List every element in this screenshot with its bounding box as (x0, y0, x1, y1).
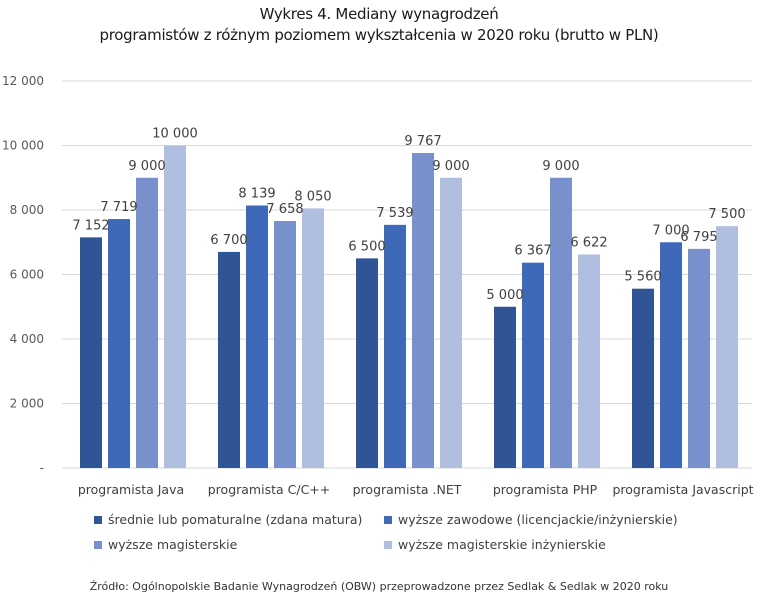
y-tick-label: 12 000 (2, 74, 44, 88)
legend-item: średnie lub pomaturalne (zdana matura) (94, 512, 362, 527)
data-label: 9 000 (128, 159, 165, 174)
bar (688, 248, 710, 468)
data-label: 7 719 (100, 200, 137, 215)
chart-source: Źródło: Ogólnopolskie Badanie Wynagrodze… (89, 580, 669, 593)
data-label: 10 000 (152, 127, 198, 142)
legend-swatch (384, 515, 392, 524)
data-label: 7 539 (376, 206, 413, 221)
chart-title-line2: programistów z różnym poziomem wykształc… (99, 26, 659, 44)
legend-label: wyższe magisterskie inżynierskie (398, 537, 606, 552)
x-category-label: programista C/C++ (208, 482, 331, 497)
bar (494, 306, 516, 468)
data-label: 6 700 (210, 233, 247, 248)
data-label: 8 050 (294, 189, 331, 204)
bar (550, 177, 572, 468)
bar (578, 254, 600, 468)
data-label: 6 795 (680, 230, 717, 245)
bar (274, 221, 296, 468)
x-category-label: programista PHP (493, 482, 598, 497)
data-label: 6 500 (348, 239, 385, 254)
chart-title: Wykres 4. Mediany wynagrodzeń programist… (0, 4, 758, 46)
data-label: 7 658 (266, 202, 303, 217)
bar (440, 177, 462, 468)
bar (108, 219, 130, 468)
data-label: 5 560 (624, 270, 661, 285)
legend-label: wyższe zawodowe (licencjackie/inżyniersk… (398, 512, 678, 527)
legend-label: średnie lub pomaturalne (zdana matura) (108, 512, 363, 527)
y-tick-label: 4 000 (10, 332, 44, 346)
legend-label: wyższe magisterskie (108, 537, 238, 552)
data-label: 7 152 (72, 218, 109, 233)
legend-swatch (94, 515, 102, 524)
bar (356, 258, 378, 468)
data-label: 9 000 (542, 159, 579, 174)
bar (716, 226, 738, 468)
bar (660, 242, 682, 468)
bar (412, 153, 434, 468)
bar (218, 251, 240, 468)
x-category-label: programista .NET (353, 482, 462, 497)
bar (80, 237, 102, 468)
bar (522, 262, 544, 468)
x-category-label: programista Java (78, 482, 184, 497)
x-category-label: programista Javascript (612, 482, 753, 497)
bar (246, 205, 268, 468)
legend-swatch (384, 540, 392, 549)
legend-item: wyższe zawodowe (licencjackie/inżyniersk… (384, 512, 678, 527)
bar (302, 208, 324, 468)
data-label: 9 767 (404, 134, 441, 149)
bar (632, 288, 654, 468)
data-label: 9 000 (432, 159, 469, 174)
bar (384, 224, 406, 468)
y-tick-label: 6 000 (10, 268, 44, 282)
chart-title-line1: Wykres 4. Mediany wynagrodzeń (259, 5, 499, 23)
y-tick-label: 10 000 (2, 139, 44, 153)
y-tick-label: 8 000 (10, 203, 44, 217)
bar (164, 145, 186, 468)
legend-item: wyższe magisterskie inżynierskie (384, 537, 606, 552)
data-label: 7 500 (708, 207, 745, 222)
data-label: 5 000 (486, 288, 523, 303)
data-label: 6 367 (514, 244, 551, 259)
y-tick-label: 2 000 (10, 397, 44, 411)
data-label: 7 000 (652, 223, 689, 238)
bar (136, 177, 158, 468)
data-label: 6 622 (570, 235, 607, 250)
y-tick-label: - (40, 461, 44, 475)
legend-swatch (94, 540, 102, 549)
data-label: 8 139 (238, 187, 275, 202)
legend-item: wyższe magisterskie (94, 537, 237, 552)
